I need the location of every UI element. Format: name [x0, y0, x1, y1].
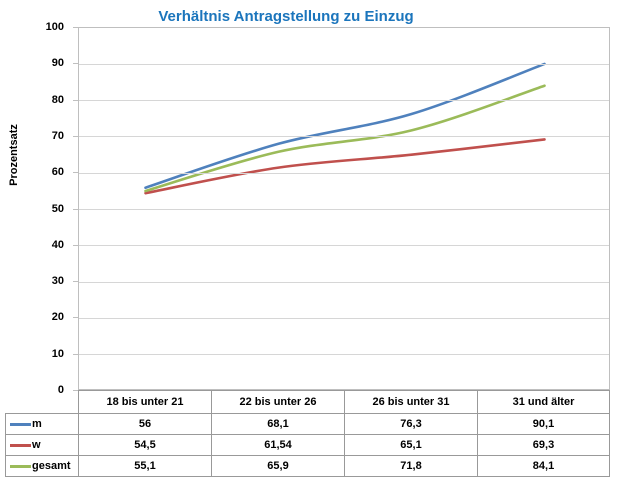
- column-header: 18 bis unter 21: [78, 390, 211, 413]
- chart-title: Verhältnis Antragstellung zu Einzug: [158, 8, 414, 25]
- column-header: 22 bis unter 26: [211, 390, 344, 413]
- gridline-y-50: [79, 209, 609, 210]
- y-tick-label-50: 50: [51, 202, 64, 215]
- gridline-y-80: [79, 100, 609, 102]
- table-value: 68,1: [211, 413, 344, 434]
- y-tick-label-10: 10: [51, 347, 64, 360]
- legend-swatch-w: [10, 443, 31, 447]
- y-tick-mark: [73, 208, 78, 210]
- gridline-y-30: [79, 281, 609, 283]
- y-tick-mark: [73, 390, 78, 391]
- table-value: 90,1: [477, 413, 610, 434]
- column-header: 26 bis unter 31: [344, 390, 477, 413]
- series-line-w: [144, 138, 546, 195]
- table-value: 55,1: [78, 455, 211, 477]
- gridline-y-90: [79, 63, 609, 65]
- plot-area: [78, 27, 610, 390]
- legend-label: gesamt: [32, 460, 71, 472]
- legend-label: m: [32, 418, 42, 430]
- y-tick-mark: [73, 317, 78, 319]
- column-header: 31 und älter: [477, 390, 610, 413]
- y-tick-label-80: 80: [51, 93, 64, 106]
- legend-item-m: m: [5, 413, 78, 434]
- table-value: 65,9: [211, 455, 344, 477]
- legend-label: w: [32, 439, 41, 451]
- gridline-y-60: [79, 172, 609, 174]
- y-tick-mark: [73, 135, 78, 137]
- gridline-y-70: [79, 136, 609, 138]
- table-value: 76,3: [344, 413, 477, 434]
- y-tick-label-30: 30: [51, 275, 64, 288]
- y-tick-label-20: 20: [51, 311, 64, 324]
- series-line-gesamt: [144, 84, 546, 193]
- y-tick-label-70: 70: [51, 129, 64, 142]
- table-value: 56: [78, 413, 211, 434]
- y-tick-label-100: 100: [45, 21, 64, 33]
- gridline-y-20: [79, 317, 609, 319]
- legend-item-w: w: [5, 434, 78, 455]
- y-tick-label-0: 0: [57, 384, 64, 396]
- table-value: 61,54: [211, 434, 344, 455]
- y-tick-mark: [73, 281, 78, 283]
- table-value: 71,8: [344, 455, 477, 477]
- table-value: 65,1: [344, 434, 477, 455]
- legend-swatch-m: [10, 422, 31, 426]
- y-tick-label-60: 60: [51, 166, 64, 179]
- y-tick-mark: [73, 63, 78, 65]
- y-tick-mark: [73, 353, 78, 355]
- table-value: 84,1: [477, 455, 610, 477]
- table-value: 69,3: [477, 434, 610, 455]
- y-tick-mark: [73, 99, 78, 101]
- y-tick-label-40: 40: [51, 238, 64, 251]
- y-tick-mark: [73, 172, 78, 174]
- gridline-y-10: [79, 354, 609, 356]
- data-table: 18 bis unter 21 22 bis unter 26 26 bis unt…: [5, 390, 610, 477]
- legend-swatch-gesamt: [10, 464, 31, 468]
- y-tick-label-90: 90: [51, 57, 64, 70]
- y-tick-mark: [73, 244, 78, 246]
- gridline-y-40: [79, 245, 609, 247]
- y-tick-mark: [73, 27, 78, 28]
- y-axis-title: Prozentsatz: [8, 124, 20, 186]
- series-line-m: [144, 62, 546, 190]
- legend-item-gesamt: gesamt: [5, 455, 78, 477]
- table-value: 54,5: [78, 434, 211, 455]
